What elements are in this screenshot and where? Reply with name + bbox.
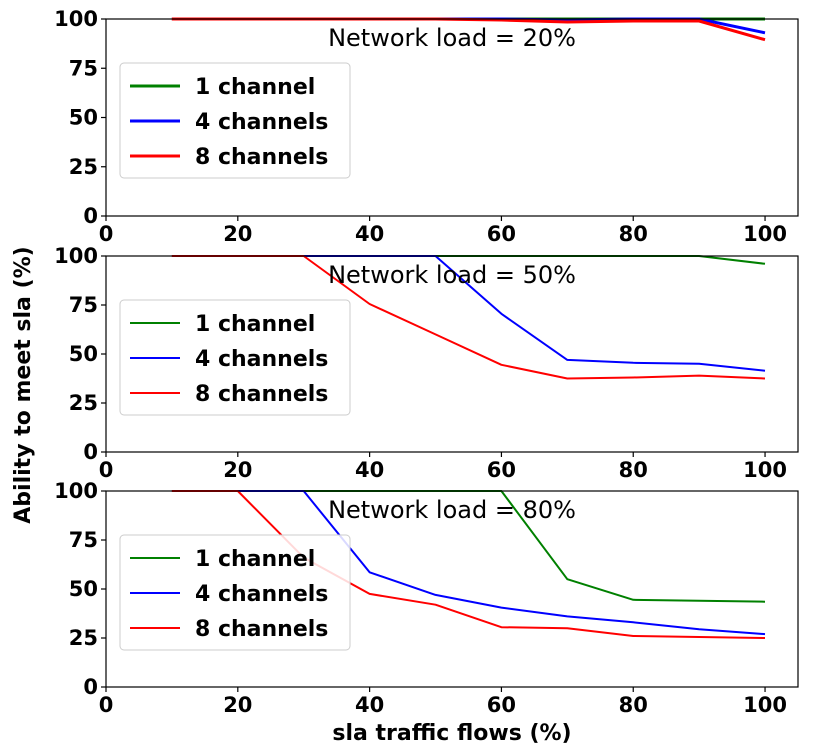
- subplot-1: 0 20 40 60 80 100 0 25 50 75 100 Network load = 20%…: [54, 7, 799, 246]
- legend-label: 1 channel: [195, 75, 315, 100]
- y-tick-label: 100: [54, 479, 98, 503]
- y-tick-label: 50: [69, 577, 98, 601]
- legend-label: 4 channels: [195, 582, 328, 607]
- subplot-title: Network load = 20%: [328, 24, 576, 52]
- legend-box: [119, 62, 351, 179]
- x-tick-label: 40: [355, 693, 384, 717]
- legend-label: 8 channels: [195, 617, 328, 642]
- subplot-title: Network load = 80%: [328, 496, 576, 524]
- legend-box: [119, 299, 351, 416]
- x-tick-label: 100: [743, 458, 787, 482]
- legend-label: 1 channel: [195, 547, 315, 572]
- legend-label: 4 channels: [195, 110, 328, 135]
- x-tick-label: 80: [619, 693, 648, 717]
- y-tick-label: 50: [69, 106, 98, 130]
- x-tick-label: 0: [99, 222, 114, 246]
- x-tick-label: 40: [355, 222, 384, 246]
- y-tick-label: 50: [69, 342, 98, 366]
- y-tick-label: 0: [83, 440, 98, 464]
- subplot-2: 0 20 40 60 80 100 0 25 50 75 100 Network load = 50%…: [54, 244, 799, 482]
- y-tick-label: 25: [69, 391, 98, 415]
- y-tick-label: 100: [54, 7, 98, 31]
- x-tick-label: 80: [619, 222, 648, 246]
- y-tick-label: 75: [69, 293, 98, 317]
- x-tick-label: 60: [487, 693, 516, 717]
- y-tick-label: 25: [69, 626, 98, 650]
- x-tick-label: 40: [355, 458, 384, 482]
- subplot-3: 0 20 40 60 80 100 0 25 50 75 100 Network load = 80%…: [54, 479, 799, 717]
- series-line-3: [171, 490, 766, 639]
- y-tick-label: 25: [69, 155, 98, 179]
- y-axis-label: Ability to meet sla (%): [11, 246, 36, 523]
- legend: 1 channel 4 channels 8 channels: [119, 534, 351, 651]
- x-tick-label: 60: [487, 458, 516, 482]
- x-tick-label: 20: [223, 693, 252, 717]
- legend-box: [119, 534, 351, 651]
- y-tick-label: 75: [69, 528, 98, 552]
- legend: 1 channel 4 channels 8 channels: [119, 62, 351, 179]
- x-tick-label: 100: [743, 693, 787, 717]
- legend: 1 channel 4 channels 8 channels: [119, 299, 351, 416]
- y-tick-label: 0: [83, 675, 98, 699]
- subplot-title: Network load = 50%: [328, 261, 576, 289]
- x-tick-label: 100: [743, 222, 787, 246]
- x-tick-label: 0: [99, 458, 114, 482]
- y-tick-label: 100: [54, 244, 98, 268]
- x-tick-label: 20: [223, 458, 252, 482]
- legend-label: 8 channels: [195, 145, 328, 170]
- x-tick-label: 0: [99, 693, 114, 717]
- legend-label: 8 channels: [195, 382, 328, 407]
- legend-label: 1 channel: [195, 312, 315, 337]
- x-tick-label: 60: [487, 222, 516, 246]
- y-tick-label: 0: [83, 204, 98, 228]
- x-tick-label: 20: [223, 222, 252, 246]
- x-tick-label: 80: [619, 458, 648, 482]
- legend-label: 4 channels: [195, 347, 328, 372]
- y-tick-label: 75: [69, 56, 98, 80]
- x-axis-label: sla traffic flows (%): [332, 721, 571, 746]
